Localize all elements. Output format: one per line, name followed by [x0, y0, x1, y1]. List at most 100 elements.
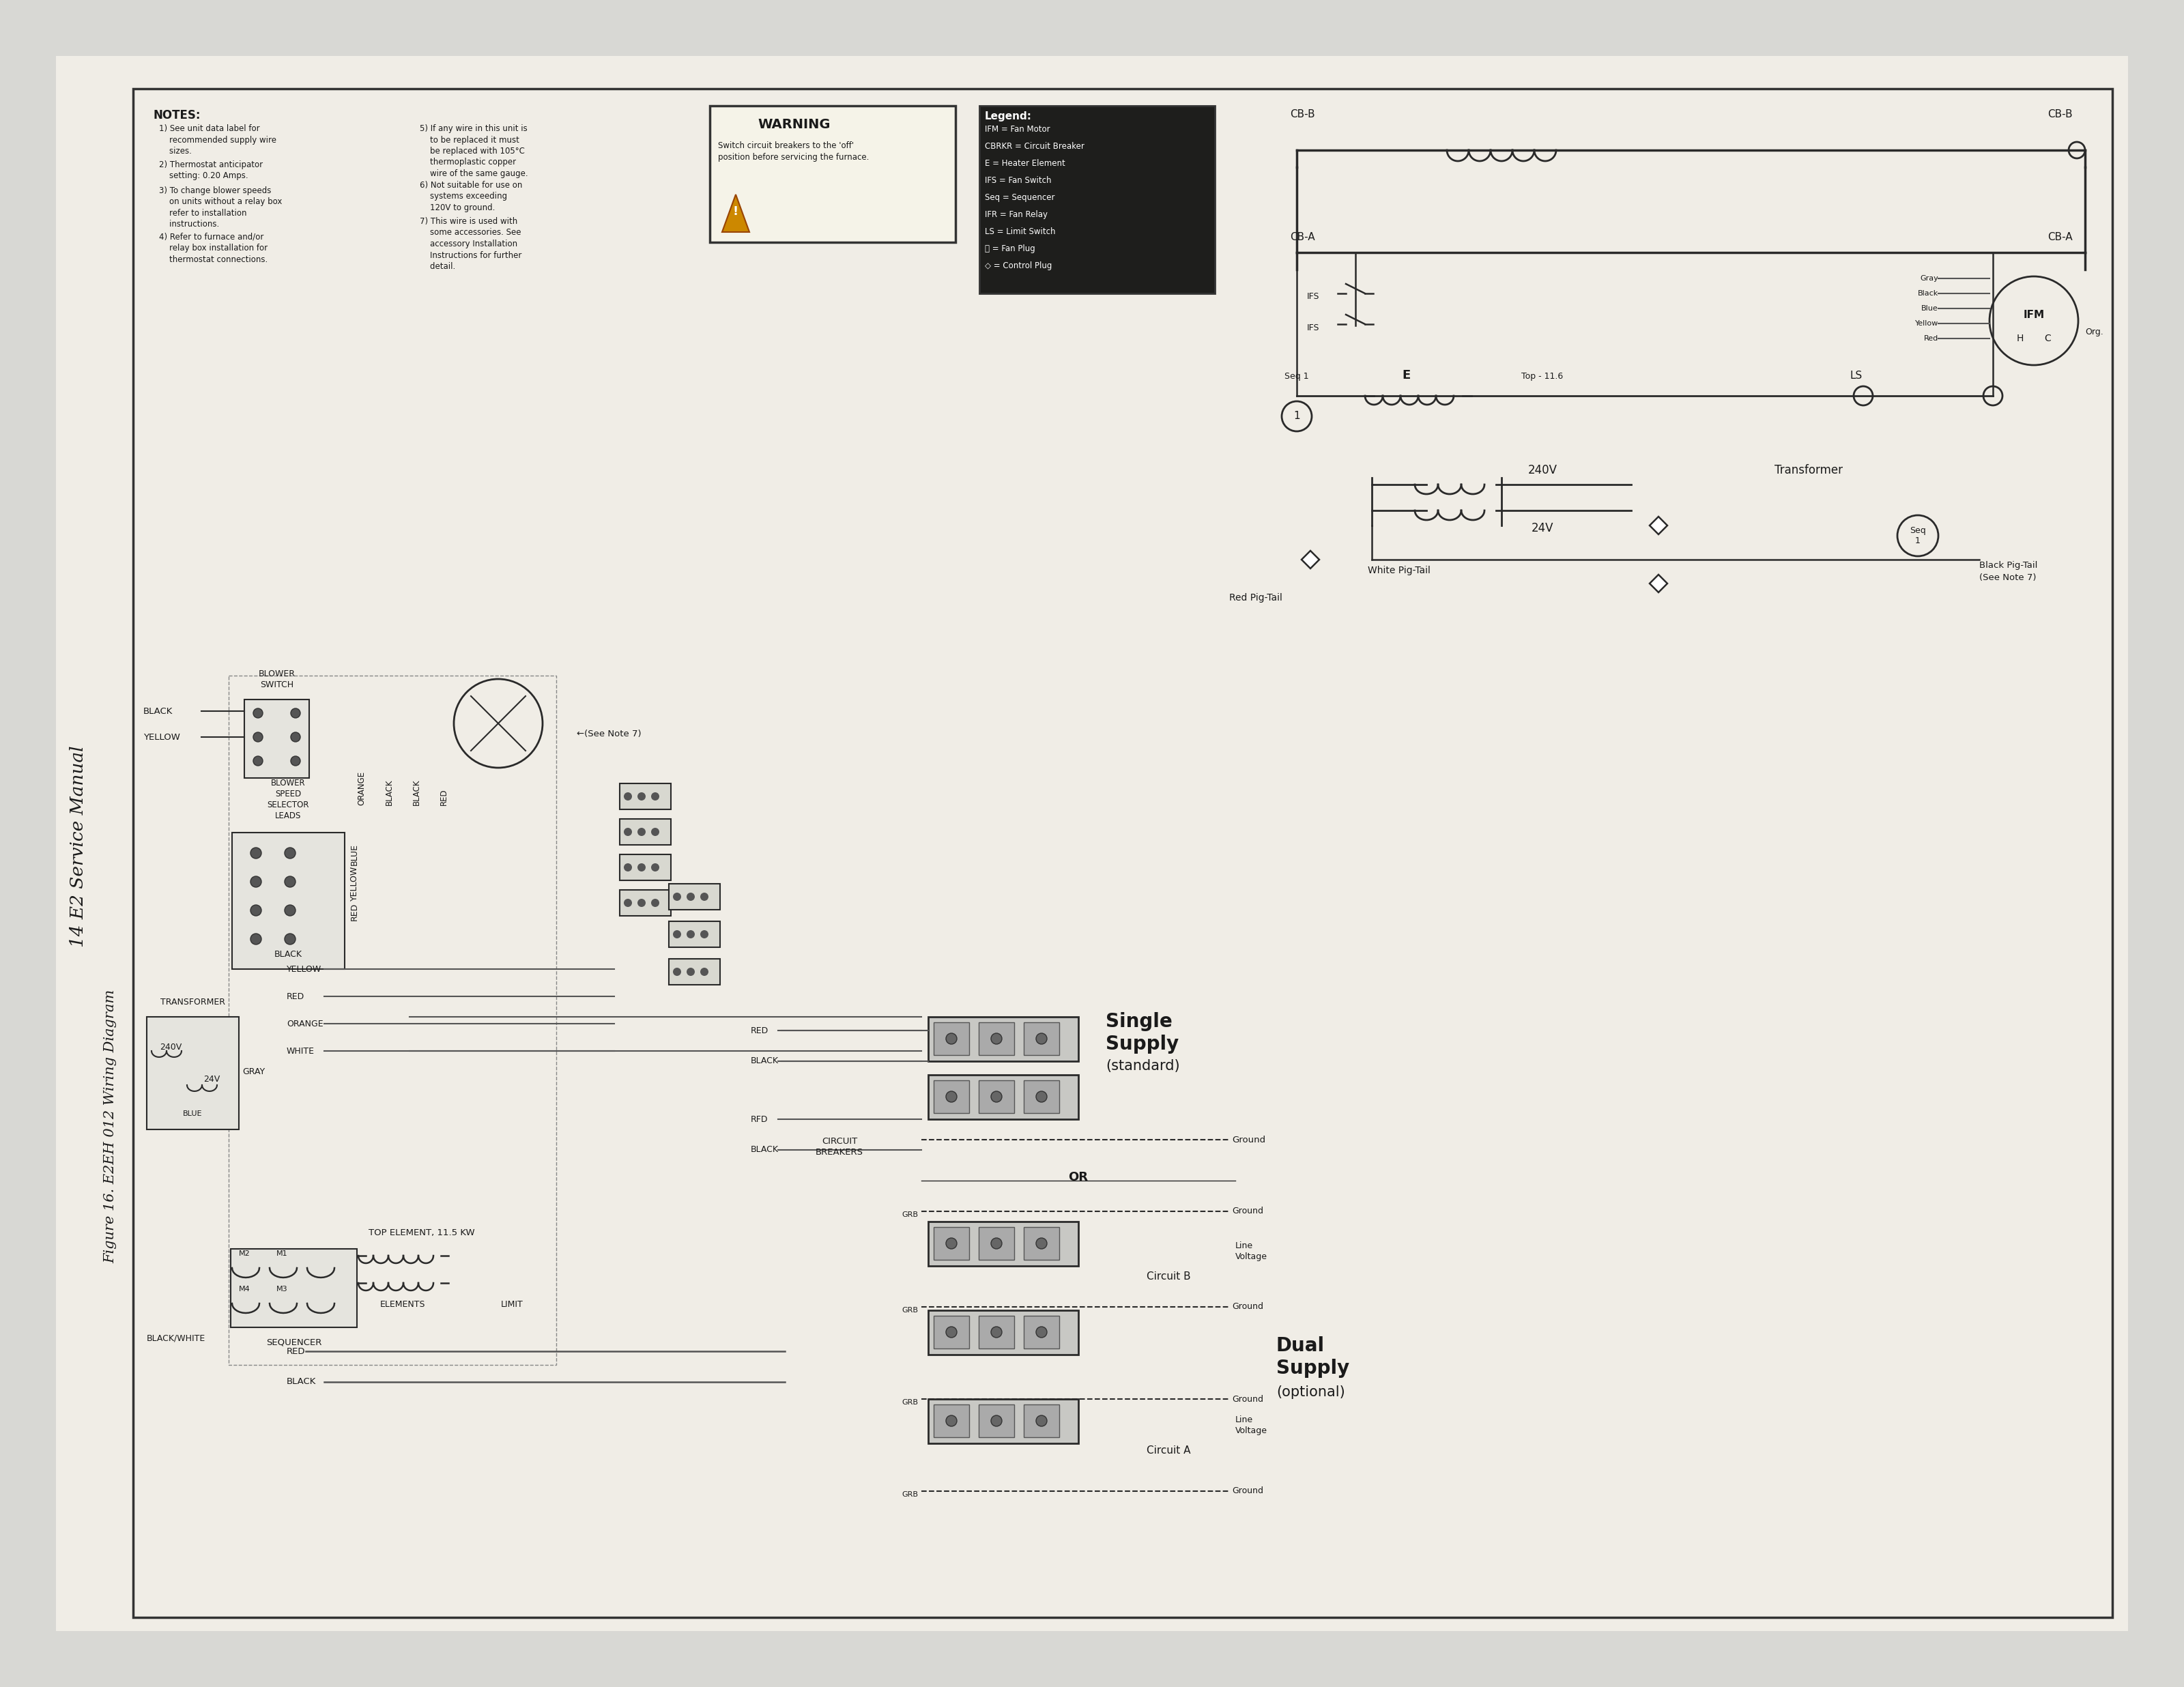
Text: ←(See Note 7): ←(See Note 7): [577, 729, 642, 739]
Text: CIRCUIT
BREAKERS: CIRCUIT BREAKERS: [815, 1137, 863, 1156]
Circle shape: [638, 828, 646, 837]
Circle shape: [638, 864, 646, 872]
Circle shape: [651, 828, 660, 837]
Bar: [232, 833, 345, 968]
Text: Supply: Supply: [1105, 1034, 1179, 1054]
Text: Red Pig-Tail: Red Pig-Tail: [1230, 594, 1282, 602]
Text: LS = Limit Switch: LS = Limit Switch: [985, 228, 1055, 236]
Bar: [1024, 1080, 1059, 1113]
Text: RED: RED: [286, 1346, 306, 1356]
Circle shape: [253, 709, 262, 719]
Text: WARNING: WARNING: [758, 118, 830, 132]
Circle shape: [251, 904, 262, 916]
Text: 2) Thermostat anticipator
    setting: 0.20 Amps.: 2) Thermostat anticipator setting: 0.20 …: [159, 160, 262, 181]
Text: Red: Red: [1924, 336, 1939, 342]
Circle shape: [651, 864, 660, 872]
Text: Circuit A: Circuit A: [1147, 1446, 1190, 1456]
Text: TOP ELEMENT, 11.5 KW: TOP ELEMENT, 11.5 KW: [369, 1228, 474, 1237]
Text: RED: RED: [439, 788, 448, 805]
Bar: [1024, 1316, 1059, 1348]
Polygon shape: [723, 194, 749, 233]
Circle shape: [1035, 1238, 1046, 1248]
Text: Supply: Supply: [1275, 1358, 1350, 1378]
Text: CBRKR = Circuit Breaker: CBRKR = Circuit Breaker: [985, 142, 1085, 150]
Circle shape: [946, 1032, 957, 1044]
Circle shape: [284, 847, 295, 859]
Bar: [1024, 1226, 1059, 1260]
Bar: [978, 106, 1214, 294]
Bar: [146, 1017, 238, 1129]
Text: SEQUENCER: SEQUENCER: [266, 1338, 321, 1346]
Circle shape: [253, 732, 262, 742]
Text: GRB: GRB: [902, 1211, 917, 1218]
Circle shape: [638, 899, 646, 908]
Circle shape: [290, 732, 301, 742]
Circle shape: [251, 876, 262, 887]
Text: E: E: [1402, 369, 1411, 381]
Bar: [232, 1248, 356, 1328]
Polygon shape: [1649, 516, 1666, 535]
Circle shape: [1035, 1032, 1046, 1044]
Text: Ground: Ground: [1232, 1395, 1262, 1404]
Text: OR: OR: [1068, 1171, 1088, 1183]
Circle shape: [946, 1091, 957, 1102]
Text: BLACK: BLACK: [144, 707, 173, 715]
Text: Seq 1: Seq 1: [1284, 371, 1308, 381]
Circle shape: [686, 892, 695, 901]
Text: YELLOW: YELLOW: [286, 965, 321, 973]
Text: IFS = Fan Switch: IFS = Fan Switch: [985, 175, 1051, 186]
Text: Legend:: Legend:: [985, 111, 1033, 121]
Text: ⓕ = Fan Plug: ⓕ = Fan Plug: [985, 245, 1035, 253]
Text: ◇ = Control Plug: ◇ = Control Plug: [985, 261, 1053, 270]
Text: BLACK: BLACK: [384, 779, 393, 805]
Text: Blue: Blue: [1922, 305, 1939, 312]
Text: CB-A: CB-A: [2049, 233, 2073, 243]
Text: Single: Single: [1105, 1012, 1173, 1031]
Text: BLACK: BLACK: [413, 779, 422, 805]
Bar: [620, 783, 670, 810]
Text: Switch circuit breakers to the 'off'
position before servicing the furnace.: Switch circuit breakers to the 'off' pos…: [719, 142, 869, 162]
Circle shape: [1035, 1091, 1046, 1102]
Circle shape: [992, 1415, 1002, 1426]
Text: (standard): (standard): [1105, 1059, 1179, 1073]
Text: Gray: Gray: [1920, 275, 1939, 282]
Text: Ground: Ground: [1232, 1206, 1262, 1216]
Text: BLUE: BLUE: [349, 844, 358, 865]
Text: CB-A: CB-A: [1291, 233, 1315, 243]
Bar: [935, 1316, 970, 1348]
Text: 7) This wire is used with
    some accessories. See
    accessory Installation
 : 7) This wire is used with some accessori…: [419, 218, 522, 272]
Text: Circuit B: Circuit B: [1147, 1272, 1190, 1282]
Text: 240V: 240V: [159, 1043, 181, 1051]
Text: LS: LS: [1850, 371, 1863, 381]
Text: LIMIT: LIMIT: [500, 1301, 522, 1309]
Circle shape: [290, 756, 301, 766]
Text: RFD: RFD: [751, 1115, 769, 1124]
Circle shape: [701, 892, 708, 901]
Text: NOTES:: NOTES:: [153, 110, 201, 121]
Text: WHITE: WHITE: [286, 1046, 314, 1056]
Text: BLOWER
SPEED
SELECTOR
LEADS: BLOWER SPEED SELECTOR LEADS: [266, 779, 310, 820]
Circle shape: [625, 864, 631, 872]
Circle shape: [284, 904, 295, 916]
Text: Ground: Ground: [1232, 1135, 1265, 1144]
Text: E = Heater Element: E = Heater Element: [985, 159, 1066, 169]
Text: M2: M2: [238, 1250, 251, 1257]
Circle shape: [946, 1326, 957, 1338]
Circle shape: [946, 1415, 957, 1426]
Bar: [1024, 1022, 1059, 1054]
Text: Org.: Org.: [2086, 327, 2103, 336]
Circle shape: [673, 930, 681, 938]
Text: M3: M3: [277, 1285, 288, 1292]
Circle shape: [992, 1091, 1002, 1102]
Circle shape: [1035, 1415, 1046, 1426]
Bar: [620, 854, 670, 881]
Text: GRB: GRB: [902, 1491, 917, 1498]
Text: H: H: [2016, 334, 2025, 342]
Circle shape: [701, 968, 708, 975]
Bar: [620, 818, 670, 845]
Text: ORANGE: ORANGE: [286, 1019, 323, 1027]
Text: BLACK: BLACK: [751, 1145, 780, 1154]
Circle shape: [625, 828, 631, 837]
Circle shape: [1035, 1326, 1046, 1338]
Bar: [1024, 1405, 1059, 1437]
